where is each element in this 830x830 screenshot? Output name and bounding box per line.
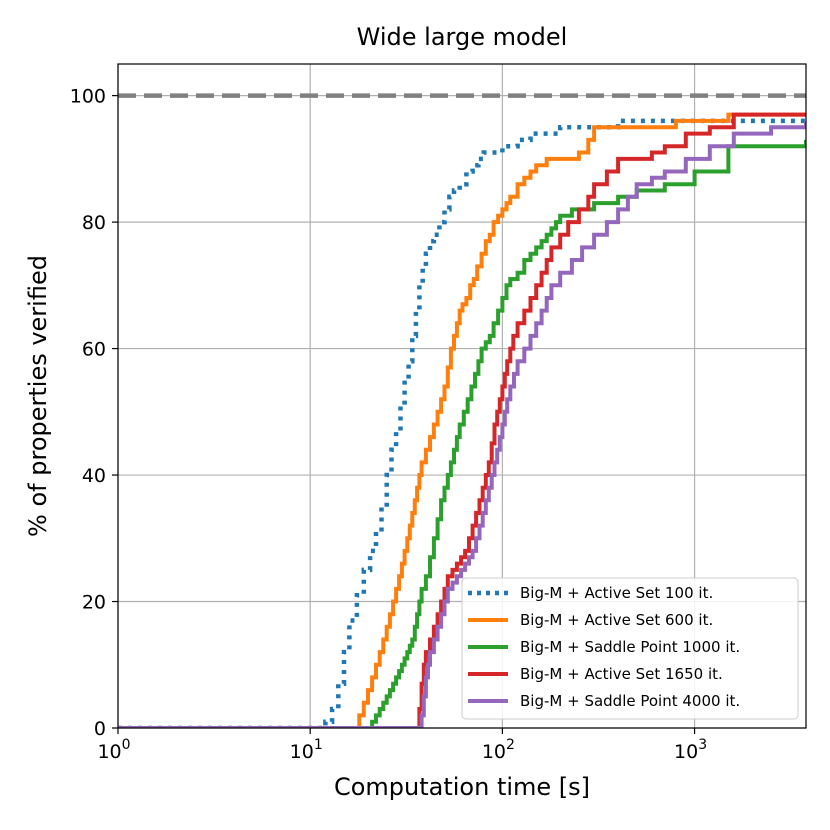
- series-line-1: [118, 118, 806, 728]
- y-tick-label: 40: [82, 465, 106, 487]
- legend-label-4: Big-M + Active Set 1650 it.: [520, 665, 723, 683]
- legend-box: [461, 577, 799, 720]
- chart-title: Wide large model: [357, 23, 568, 51]
- series-line-5: [118, 120, 806, 728]
- y-tick-label: 0: [94, 718, 106, 740]
- series-layer: [118, 112, 806, 728]
- x-tick-label: 101: [290, 737, 323, 763]
- plot-frame: [117, 63, 807, 729]
- x-axis-label: Computation time [s]: [334, 773, 590, 801]
- y-axis-label: % of properties verified: [24, 255, 52, 537]
- y-tick-label: 100: [70, 86, 106, 108]
- series-line-3: [118, 139, 806, 728]
- y-tick-label: 20: [82, 592, 106, 614]
- series-line-2: [118, 112, 806, 728]
- y-tick-label: 80: [82, 212, 106, 234]
- legend-label-3: Big-M + Saddle Point 1000 it.: [520, 638, 740, 656]
- legend-label-1: Big-M + Active Set 100 it.: [520, 584, 713, 602]
- legend: Big-M + Active Set 100 it. Big-M + Active…: [461, 577, 799, 720]
- legend-label-5: Big-M + Saddle Point 4000 it.: [520, 692, 740, 710]
- legend-label-2: Big-M + Active Set 600 it.: [520, 611, 713, 629]
- y-tick-label: 60: [82, 339, 106, 361]
